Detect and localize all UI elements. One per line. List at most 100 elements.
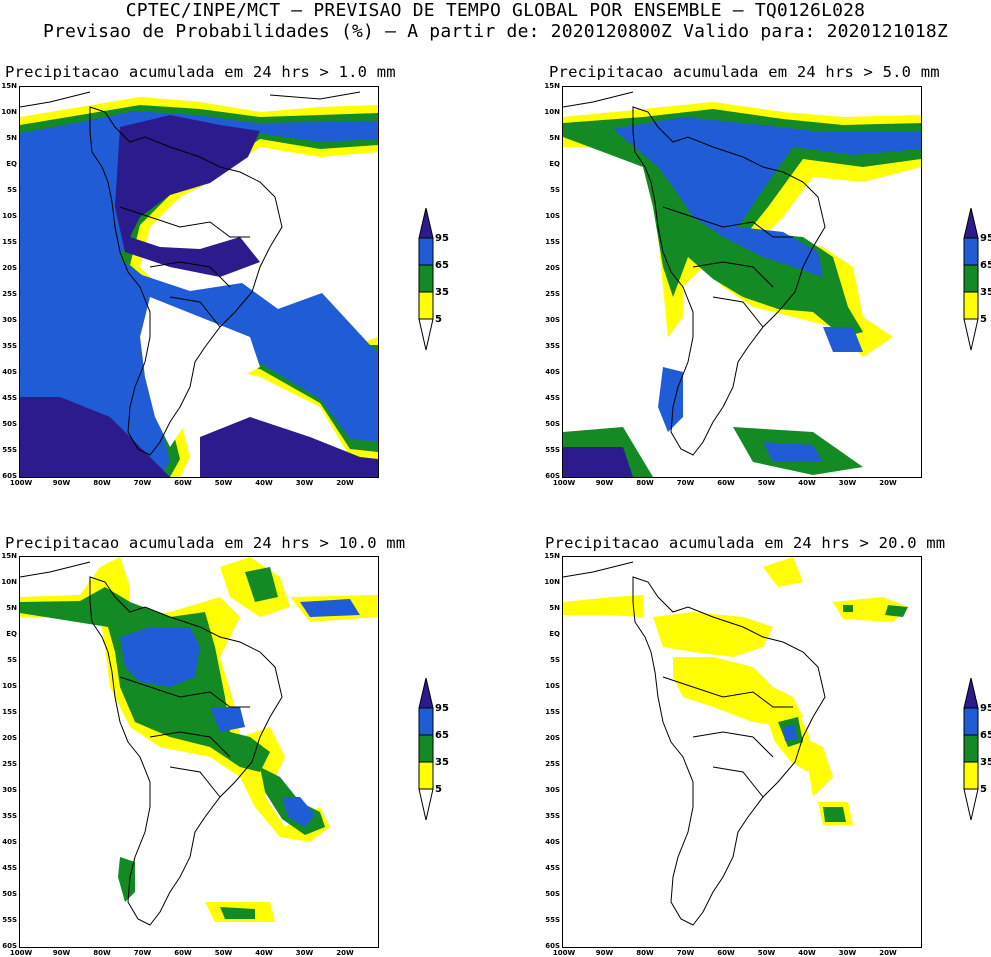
lat-label: 30S xyxy=(2,316,17,324)
legend-label-5: 5 xyxy=(980,314,987,325)
lat-label: 30S xyxy=(545,786,560,794)
lat-label: 40S xyxy=(545,368,560,376)
legend-label-65: 65 xyxy=(435,730,449,741)
lon-label: 90W xyxy=(52,479,71,487)
lat-label: 30S xyxy=(545,316,560,324)
prob-shading-20mm xyxy=(563,557,908,825)
lon-label: 90W xyxy=(595,479,614,487)
lon-label: 70W xyxy=(676,949,695,957)
map-20mm-svg xyxy=(563,557,908,926)
lat-label: 55S xyxy=(2,916,17,924)
lon-label: 80W xyxy=(93,479,111,487)
lon-label: 50W xyxy=(214,949,233,957)
lat-label: 15S xyxy=(2,238,17,246)
lon-label: 50W xyxy=(214,479,233,487)
lat-label: 50S xyxy=(2,890,17,898)
prob-shading-5mm xyxy=(563,102,921,477)
legend-label-35: 35 xyxy=(435,757,449,768)
legend-label-65: 65 xyxy=(435,260,449,271)
legend-label-95: 95 xyxy=(980,703,991,714)
lat-label: 5N xyxy=(549,134,560,142)
lat-label: 5S xyxy=(550,186,560,194)
subtitle: Previsao de Probabilidades (%) — A parti… xyxy=(42,21,949,42)
lat-label: 40S xyxy=(2,368,17,376)
legend-label-5: 5 xyxy=(435,784,442,795)
panel-4-title: Precipitacao acumulada em 24 hrs > 20.0 … xyxy=(545,534,946,552)
lon-label: 40W xyxy=(255,479,273,487)
lat-label: 15N xyxy=(1,82,17,90)
lon-label: 100W xyxy=(9,949,33,957)
lon-label: 100W xyxy=(9,479,33,487)
lon-label: 40W xyxy=(798,949,816,957)
lat-label: 35S xyxy=(2,342,17,350)
lat-label: 60S xyxy=(545,942,560,950)
lat-label: 10N xyxy=(544,578,560,586)
lat-label: 15N xyxy=(544,552,560,560)
legend-label-95: 95 xyxy=(435,703,449,714)
lat-label: 35S xyxy=(2,812,17,820)
lat-label: 15S xyxy=(2,708,17,716)
lon-label: 90W xyxy=(52,949,71,957)
main-title: CPTEC/INPE/MCT — PREVISAO DE TEMPO GLOBA… xyxy=(125,0,866,21)
lon-label: 30W xyxy=(295,949,314,957)
lon-label: 50W xyxy=(757,949,776,957)
lat-label: 25S xyxy=(2,290,17,298)
lon-label: 20W xyxy=(879,479,897,487)
lat-label: 10N xyxy=(1,578,17,586)
prob-shading-10mm xyxy=(20,557,378,922)
legend-label-35: 35 xyxy=(980,757,991,768)
lat-label: 35S xyxy=(545,812,560,820)
legend-label-95: 95 xyxy=(435,233,449,244)
lat-label: 45S xyxy=(2,394,17,402)
lon-label: 20W xyxy=(879,949,897,957)
lat-label: 55S xyxy=(2,446,17,454)
lat-label: 45S xyxy=(545,394,560,402)
lon-label: 30W xyxy=(838,949,857,957)
lon-label: 40W xyxy=(255,949,273,957)
lat-label: 15S xyxy=(545,238,560,246)
coastline-1mm xyxy=(20,91,361,456)
lat-label: EQ xyxy=(6,630,17,638)
lon-label: 60W xyxy=(174,949,192,957)
map-1mm-svg xyxy=(20,91,378,477)
lon-label: 30W xyxy=(295,479,314,487)
lon-label: 80W xyxy=(636,949,654,957)
lon-label: 40W xyxy=(798,479,816,487)
lat-label: 40S xyxy=(2,838,17,846)
lat-label: 55S xyxy=(545,916,560,924)
lon-label: 100W xyxy=(552,479,576,487)
panel-2-title: Precipitacao acumulada em 24 hrs > 5.0 m… xyxy=(549,63,940,81)
lat-label: 15N xyxy=(544,82,560,90)
lat-label: 50S xyxy=(545,890,560,898)
lat-label: 10S xyxy=(2,682,17,690)
lon-label: 60W xyxy=(717,479,735,487)
lon-label: 70W xyxy=(133,949,152,957)
lat-label: 40S xyxy=(545,838,560,846)
lat-label: 20S xyxy=(2,734,17,742)
map-panel-20mm xyxy=(562,556,922,948)
lon-label: 70W xyxy=(133,479,152,487)
coastline-20mm xyxy=(563,561,826,926)
lat-label: 15N xyxy=(1,552,17,560)
lat-label: 60S xyxy=(545,472,560,480)
map-panel-1mm xyxy=(19,86,379,478)
panel-1-title: Precipitacao acumulada em 24 hrs > 1.0 m… xyxy=(5,63,396,81)
lat-label: 5S xyxy=(7,656,17,664)
lat-label: 5N xyxy=(6,604,17,612)
prob-shading-1mm xyxy=(20,97,378,477)
legend-label-65: 65 xyxy=(980,260,991,271)
legend-panel-2: 95 65 35 5 xyxy=(963,207,991,358)
lat-label: 20S xyxy=(2,264,17,272)
legend-colorbar-3 xyxy=(418,677,434,821)
lat-label: 50S xyxy=(2,420,17,428)
legend-label-35: 35 xyxy=(980,287,991,298)
lat-label: 25S xyxy=(545,760,560,768)
map-panel-10mm xyxy=(19,556,379,948)
lat-label: 10S xyxy=(545,212,560,220)
lat-label: 10S xyxy=(545,682,560,690)
lon-label: 50W xyxy=(757,479,776,487)
lat-label: 25S xyxy=(2,760,17,768)
panel-3-title: Precipitacao acumulada em 24 hrs > 10.0 … xyxy=(5,534,406,552)
legend-label-35: 35 xyxy=(435,287,449,298)
map-panel-5mm xyxy=(562,86,922,478)
